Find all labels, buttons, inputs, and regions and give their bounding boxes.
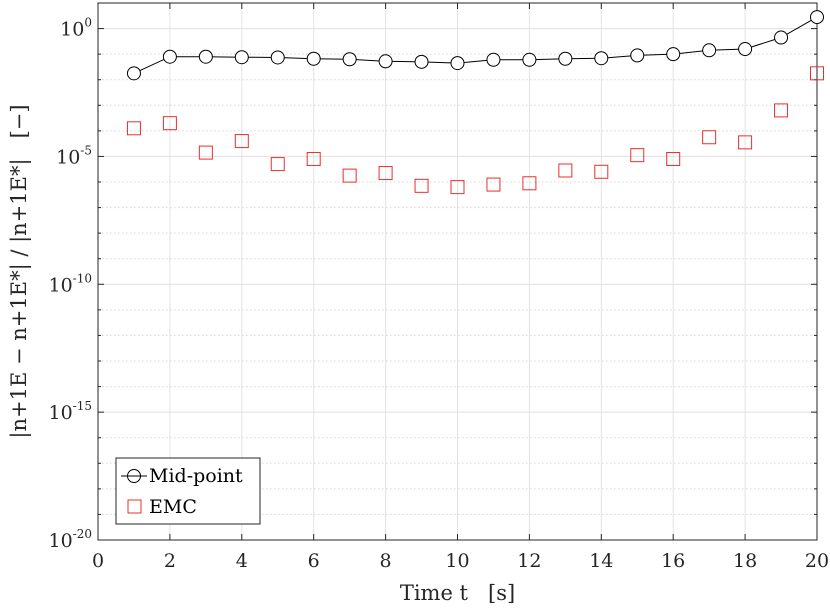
data-point-square xyxy=(774,103,789,118)
data-point-circle xyxy=(378,54,393,69)
data-point-square xyxy=(414,178,429,193)
x-tick-labels: 0 2 4 6 8 10 12 14 16 18 20 xyxy=(92,550,829,572)
data-point-square xyxy=(306,151,321,166)
data-point-square xyxy=(162,116,177,131)
data-point-square xyxy=(594,164,609,179)
data-point-square xyxy=(234,134,249,149)
series-line-0 xyxy=(133,16,818,74)
data-point-circle xyxy=(126,66,141,81)
data-point-circle xyxy=(234,50,249,65)
data-point-circle xyxy=(702,43,717,58)
data-point-circle xyxy=(270,50,285,65)
data-point-circle xyxy=(486,52,501,67)
y-tick-label: 100 xyxy=(60,16,92,41)
data-point-circle xyxy=(306,51,321,66)
data-point-circle xyxy=(594,51,609,66)
data-point-circle xyxy=(666,47,681,62)
y-tick-label: 10-20 xyxy=(48,527,92,552)
legend-marker-emc xyxy=(127,499,142,514)
x-tick-label: 14 xyxy=(589,550,613,572)
x-tick-label: 20 xyxy=(805,550,829,572)
data-point-circle xyxy=(810,10,824,25)
data-point-square xyxy=(630,148,645,163)
data-point-circle xyxy=(738,42,753,57)
data-point-circle xyxy=(630,48,645,63)
y-tick-label: 10-5 xyxy=(56,143,92,168)
x-tick-label: 16 xyxy=(661,550,685,572)
y-tick-labels: 100 10-5 10-10 10-15 10-20 xyxy=(48,16,92,552)
data-point-square xyxy=(378,166,393,181)
y-tick-label: 10-10 xyxy=(48,271,92,296)
data-point-circle xyxy=(774,30,789,45)
data-point-square xyxy=(810,66,824,81)
data-point-square xyxy=(198,145,213,160)
x-axis-label: Time t [s] xyxy=(400,581,515,605)
x-tick-label: 2 xyxy=(164,550,176,572)
x-tick-label: 10 xyxy=(445,550,469,572)
data-point-circle xyxy=(522,52,537,67)
data-point-circle xyxy=(198,49,213,64)
legend: Mid-point EMC xyxy=(115,457,261,525)
data-point-square xyxy=(522,176,537,191)
x-tick-label: 12 xyxy=(517,550,541,572)
data-point-square xyxy=(486,177,501,192)
data-point-square xyxy=(270,157,285,172)
data-point-square xyxy=(666,151,681,166)
legend-marker-mid-point xyxy=(127,469,141,483)
data-point-circle xyxy=(162,49,177,64)
x-tick-label: 8 xyxy=(380,550,392,572)
axis-ticks xyxy=(97,2,818,541)
data-series xyxy=(126,10,824,195)
data-point-circle xyxy=(342,52,357,67)
x-tick-label: 4 xyxy=(236,550,248,572)
data-point-square xyxy=(702,130,717,145)
data-point-circle xyxy=(558,51,573,66)
data-point-square xyxy=(450,180,465,195)
legend-label-emc: EMC xyxy=(149,496,197,518)
data-point-square xyxy=(126,121,141,136)
data-point-circle xyxy=(450,56,465,71)
grid xyxy=(98,3,817,540)
y-tick-label: 10-15 xyxy=(48,399,92,424)
x-tick-label: 0 xyxy=(92,550,104,572)
data-point-square xyxy=(558,163,573,178)
data-point-square xyxy=(738,135,753,150)
x-tick-label: 18 xyxy=(733,550,757,572)
legend-label-mid-point: Mid-point xyxy=(149,465,243,487)
data-point-square xyxy=(342,168,357,183)
y-axis-label: |n+1E − n+1E*| / |n+1E*| [−] xyxy=(7,104,32,438)
x-tick-label: 6 xyxy=(308,550,320,572)
data-point-circle xyxy=(414,54,429,69)
